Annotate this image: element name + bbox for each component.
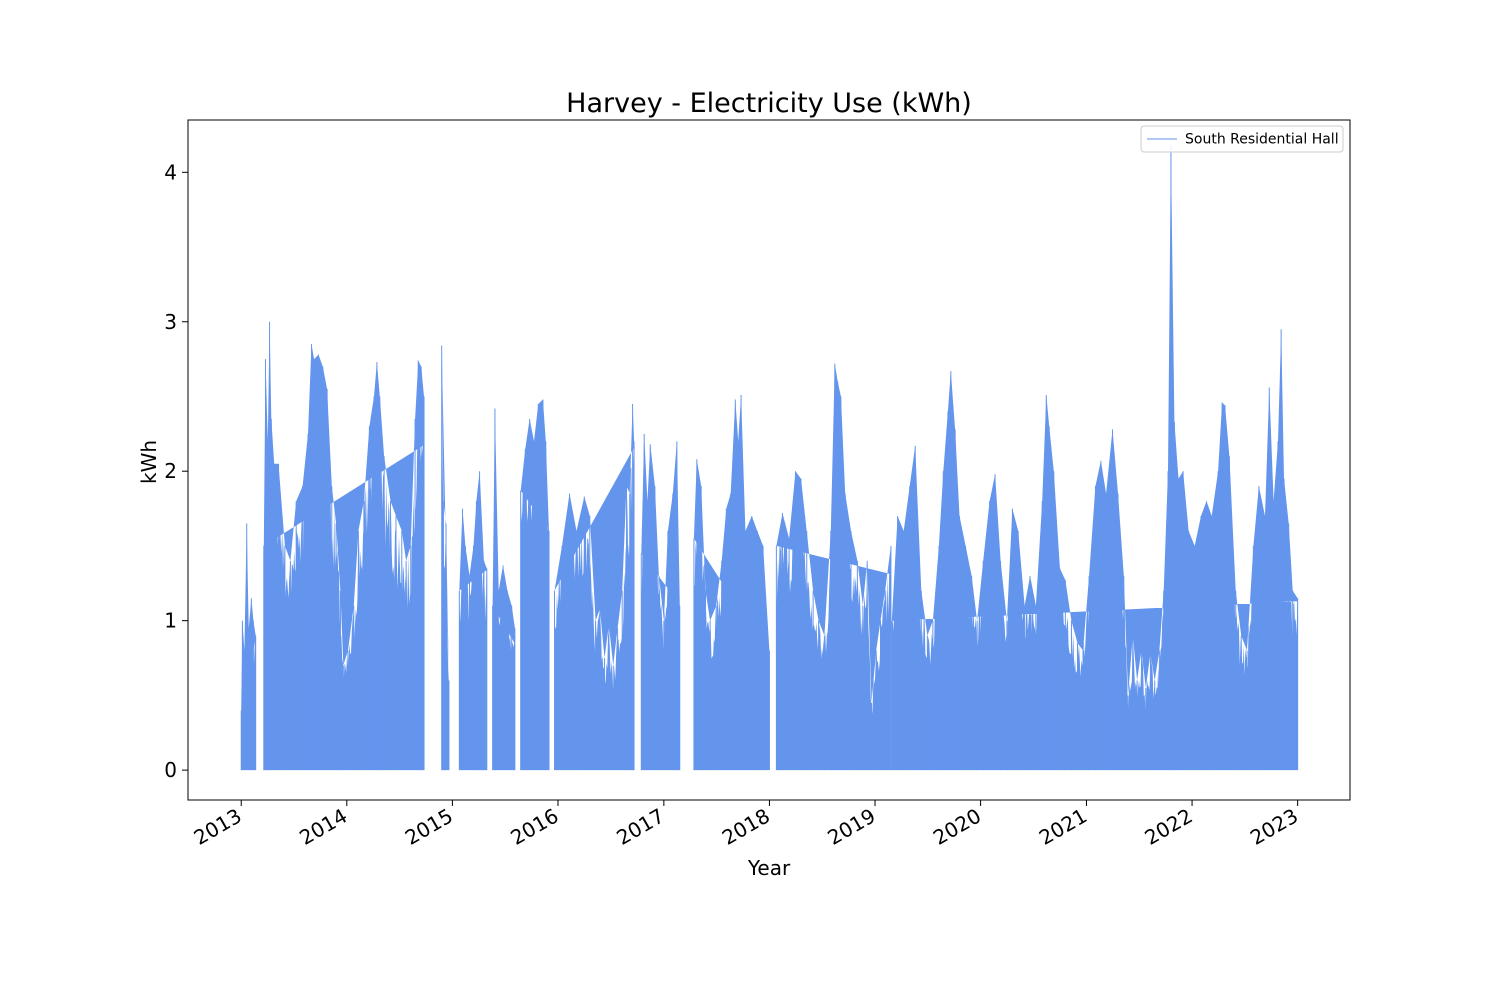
y-tick-label: 4: [164, 160, 177, 184]
y-tick-label: 2: [164, 459, 177, 483]
legend-label: South Residential Hall: [1185, 132, 1339, 148]
legend: South Residential Hall: [1141, 126, 1343, 152]
y-axis-label: kWh: [137, 440, 161, 484]
chart-title: Harvey - Electricity Use (kWh): [566, 88, 972, 119]
y-tick-label: 1: [164, 609, 177, 633]
y-tick-label: 3: [164, 310, 177, 334]
y-tick-label: 0: [164, 758, 177, 782]
x-axis-label: Year: [747, 856, 791, 880]
